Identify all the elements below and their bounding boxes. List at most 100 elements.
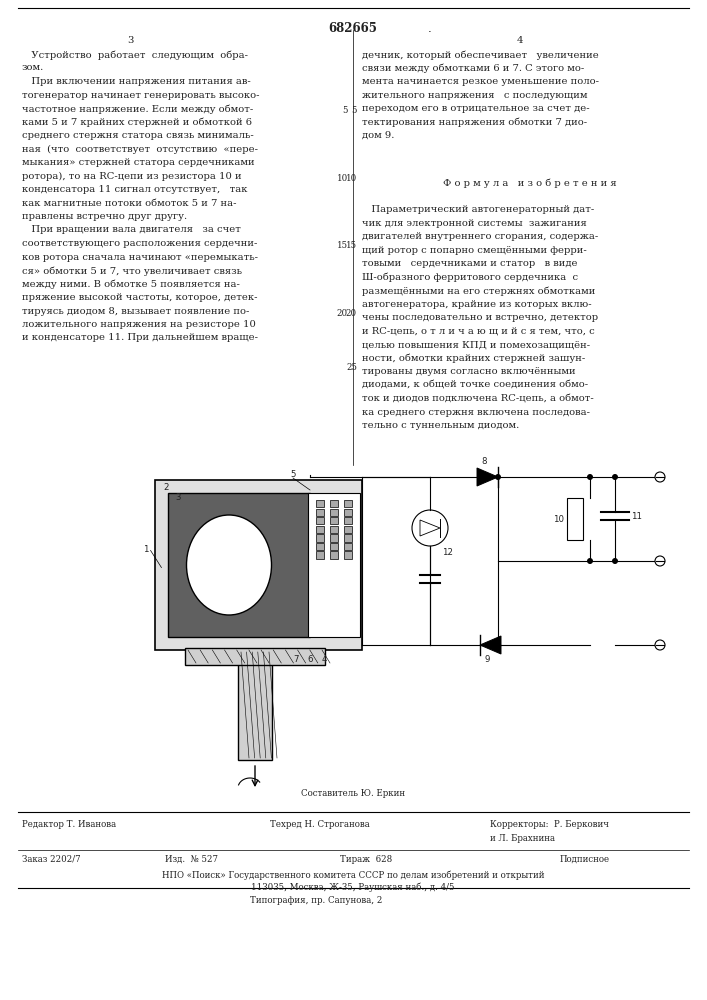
Text: размещёнными на его стержнях обмотками: размещёнными на его стержнях обмотками	[362, 286, 595, 296]
Text: как магнитные потоки обмоток 5 и 7 на-: как магнитные потоки обмоток 5 и 7 на-	[22, 198, 237, 208]
Text: 10: 10	[337, 174, 348, 183]
Text: мыкания» стержней статора сердечниками: мыкания» стержней статора сердечниками	[22, 158, 255, 167]
Text: чены последовательно и встречно, детектор: чены последовательно и встречно, детекто…	[362, 313, 598, 322]
Text: щий ротор с попарно смещёнными ферри-: щий ротор с попарно смещёнными ферри-	[362, 246, 587, 255]
Text: Редактор Т. Иванова: Редактор Т. Иванова	[22, 820, 116, 829]
Circle shape	[587, 474, 593, 480]
Text: Ш-образного ферритового сердечника  с: Ш-образного ферритового сердечника с	[362, 273, 578, 282]
Text: НПО «Поиск» Государственного комитета СССР по делам изобретений и открытий: НПО «Поиск» Государственного комитета СС…	[162, 870, 544, 880]
Text: ся» обмотки 5 и 7, что увеличивает связь: ся» обмотки 5 и 7, что увеличивает связь	[22, 266, 242, 275]
Text: 8: 8	[481, 457, 486, 466]
Text: чик для электронной системы  зажигания: чик для электронной системы зажигания	[362, 219, 587, 228]
Bar	[344, 500, 352, 507]
Polygon shape	[477, 468, 498, 486]
Polygon shape	[480, 636, 501, 654]
Text: 4: 4	[321, 655, 327, 664]
Text: между ними. В обмотке 5 появляется на-: между ними. В обмотке 5 появляется на-	[22, 279, 240, 289]
Text: тируясь диодом 8, вызывает появление по-: тируясь диодом 8, вызывает появление по-	[22, 306, 250, 316]
Bar	[316, 517, 324, 524]
Bar	[316, 551, 324, 559]
Text: 4: 4	[517, 36, 523, 45]
Bar	[344, 551, 352, 559]
Text: ков ротора сначала начинают «перемыкать-: ков ротора сначала начинают «перемыкать-	[22, 252, 258, 261]
Bar	[238, 650, 272, 760]
Text: связи между обмотками 6 и 7. С этого мо-: связи между обмотками 6 и 7. С этого мо-	[362, 64, 584, 73]
Circle shape	[655, 556, 665, 566]
Text: ная  (что  соответствует  отсутствию  «пере-: ная (что соответствует отсутствию «пере-	[22, 144, 258, 154]
Text: ками 5 и 7 крайних стержней и обмоткой 6: ками 5 и 7 крайних стержней и обмоткой 6	[22, 117, 252, 127]
Text: зом.: зом.	[22, 64, 45, 73]
Bar	[330, 517, 338, 524]
Text: частотное напряжение. Если между обмот-: частотное напряжение. Если между обмот-	[22, 104, 253, 113]
Bar	[316, 500, 324, 507]
Text: Тираж  628: Тираж 628	[340, 855, 392, 864]
Text: Составитель Ю. Еркин: Составитель Ю. Еркин	[301, 789, 405, 798]
Bar	[316, 534, 324, 542]
Text: 7: 7	[293, 655, 299, 664]
Text: Ф о р м у л а   и з о б р е т е н и я: Ф о р м у л а и з о б р е т е н и я	[443, 178, 617, 188]
Text: 2: 2	[163, 483, 168, 492]
Text: 9: 9	[484, 655, 490, 664]
Bar	[330, 543, 338, 550]
Text: пряжение высокой частоты, которое, детек-: пряжение высокой частоты, которое, детек…	[22, 293, 257, 302]
Text: ротора), то на RC-цепи из резистора 10 и: ротора), то на RC-цепи из резистора 10 и	[22, 172, 242, 181]
Text: дечник, который обеспечивает   увеличение: дечник, который обеспечивает увеличение	[362, 50, 599, 60]
Text: При включении напряжения питания ав-: При включении напряжения питания ав-	[22, 77, 251, 86]
Text: и RC-цепь, о т л и ч а ю щ и й с я тем, что, с: и RC-цепь, о т л и ч а ю щ и й с я тем, …	[362, 327, 595, 336]
Text: и Л. Брахнина: и Л. Брахнина	[490, 834, 555, 843]
Bar	[155, 480, 362, 650]
Text: переходом его в отрицательное за счет де-: переходом его в отрицательное за счет де…	[362, 104, 590, 113]
Circle shape	[655, 640, 665, 650]
Ellipse shape	[187, 515, 271, 615]
Bar	[344, 534, 352, 542]
Text: тектирования напряжения обмотки 7 дио-: тектирования напряжения обмотки 7 дио-	[362, 117, 587, 127]
Text: При вращении вала двигателя   за счет: При вращении вала двигателя за счет	[22, 226, 241, 234]
Text: соответствующего расположения сердечни-: соответствующего расположения сердечни-	[22, 239, 257, 248]
Text: ток и диодов подключена RC-цепь, а обмот-: ток и диодов подключена RC-цепь, а обмот…	[362, 394, 594, 403]
Text: 10: 10	[346, 174, 357, 183]
Text: жительного напряжения   с последующим: жительного напряжения с последующим	[362, 91, 588, 100]
Text: 5: 5	[291, 470, 296, 479]
Bar	[330, 509, 338, 516]
Bar	[316, 543, 324, 550]
Text: 10: 10	[553, 514, 564, 524]
Bar	[168, 493, 310, 637]
Bar	[330, 551, 338, 559]
Text: Параметрический автогенераторный дат-: Параметрический автогенераторный дат-	[362, 205, 595, 214]
Bar	[308, 493, 360, 637]
Bar	[316, 509, 324, 516]
Text: Устройство  работает  следующим  обра-: Устройство работает следующим обра-	[22, 50, 248, 60]
Text: 25: 25	[346, 363, 357, 372]
Text: тированы двумя согласно включёнными: тированы двумя согласно включёнными	[362, 367, 575, 376]
Bar	[567, 498, 583, 540]
Circle shape	[495, 474, 501, 480]
Text: целью повышения КПД и помехозащищён-: целью повышения КПД и помехозащищён-	[362, 340, 590, 349]
Text: 20: 20	[337, 309, 348, 318]
Text: правлены встречно друг другу.: правлены встречно друг другу.	[22, 212, 187, 221]
Text: 3: 3	[175, 493, 180, 502]
Text: двигателей внутреннего сгорания, содержа-: двигателей внутреннего сгорания, содержа…	[362, 232, 598, 241]
Text: Техред Н. Строганова: Техред Н. Строганова	[270, 820, 370, 829]
Text: тельно с туннельным диодом.: тельно с туннельным диодом.	[362, 421, 519, 430]
Bar	[344, 526, 352, 533]
Text: 682665: 682665	[329, 22, 378, 35]
Bar	[185, 648, 325, 665]
Text: 20: 20	[346, 309, 357, 318]
Text: и конденсаторе 11. При дальнейшем враще-: и конденсаторе 11. При дальнейшем враще-	[22, 334, 258, 342]
Text: 5: 5	[342, 106, 348, 115]
Text: автогенератора, крайние из которых вклю-: автогенератора, крайние из которых вклю-	[362, 300, 592, 309]
Text: ложительного напряжения на резисторе 10: ложительного напряжения на резисторе 10	[22, 320, 256, 329]
Text: товыми   сердечниками и статор   в виде: товыми сердечниками и статор в виде	[362, 259, 578, 268]
Bar	[344, 517, 352, 524]
Text: Изд.  № 527: Изд. № 527	[165, 855, 218, 864]
Text: 11: 11	[631, 512, 642, 521]
Text: дом 9.: дом 9.	[362, 131, 395, 140]
Bar	[344, 509, 352, 516]
Text: 6: 6	[308, 655, 312, 664]
Text: Подписное: Подписное	[560, 855, 610, 864]
Circle shape	[612, 558, 618, 564]
Text: 3: 3	[127, 36, 133, 45]
Bar	[330, 500, 338, 507]
Text: 15: 15	[337, 241, 348, 250]
Text: тогенератор начинает генерировать высоко-: тогенератор начинает генерировать высоко…	[22, 91, 259, 100]
